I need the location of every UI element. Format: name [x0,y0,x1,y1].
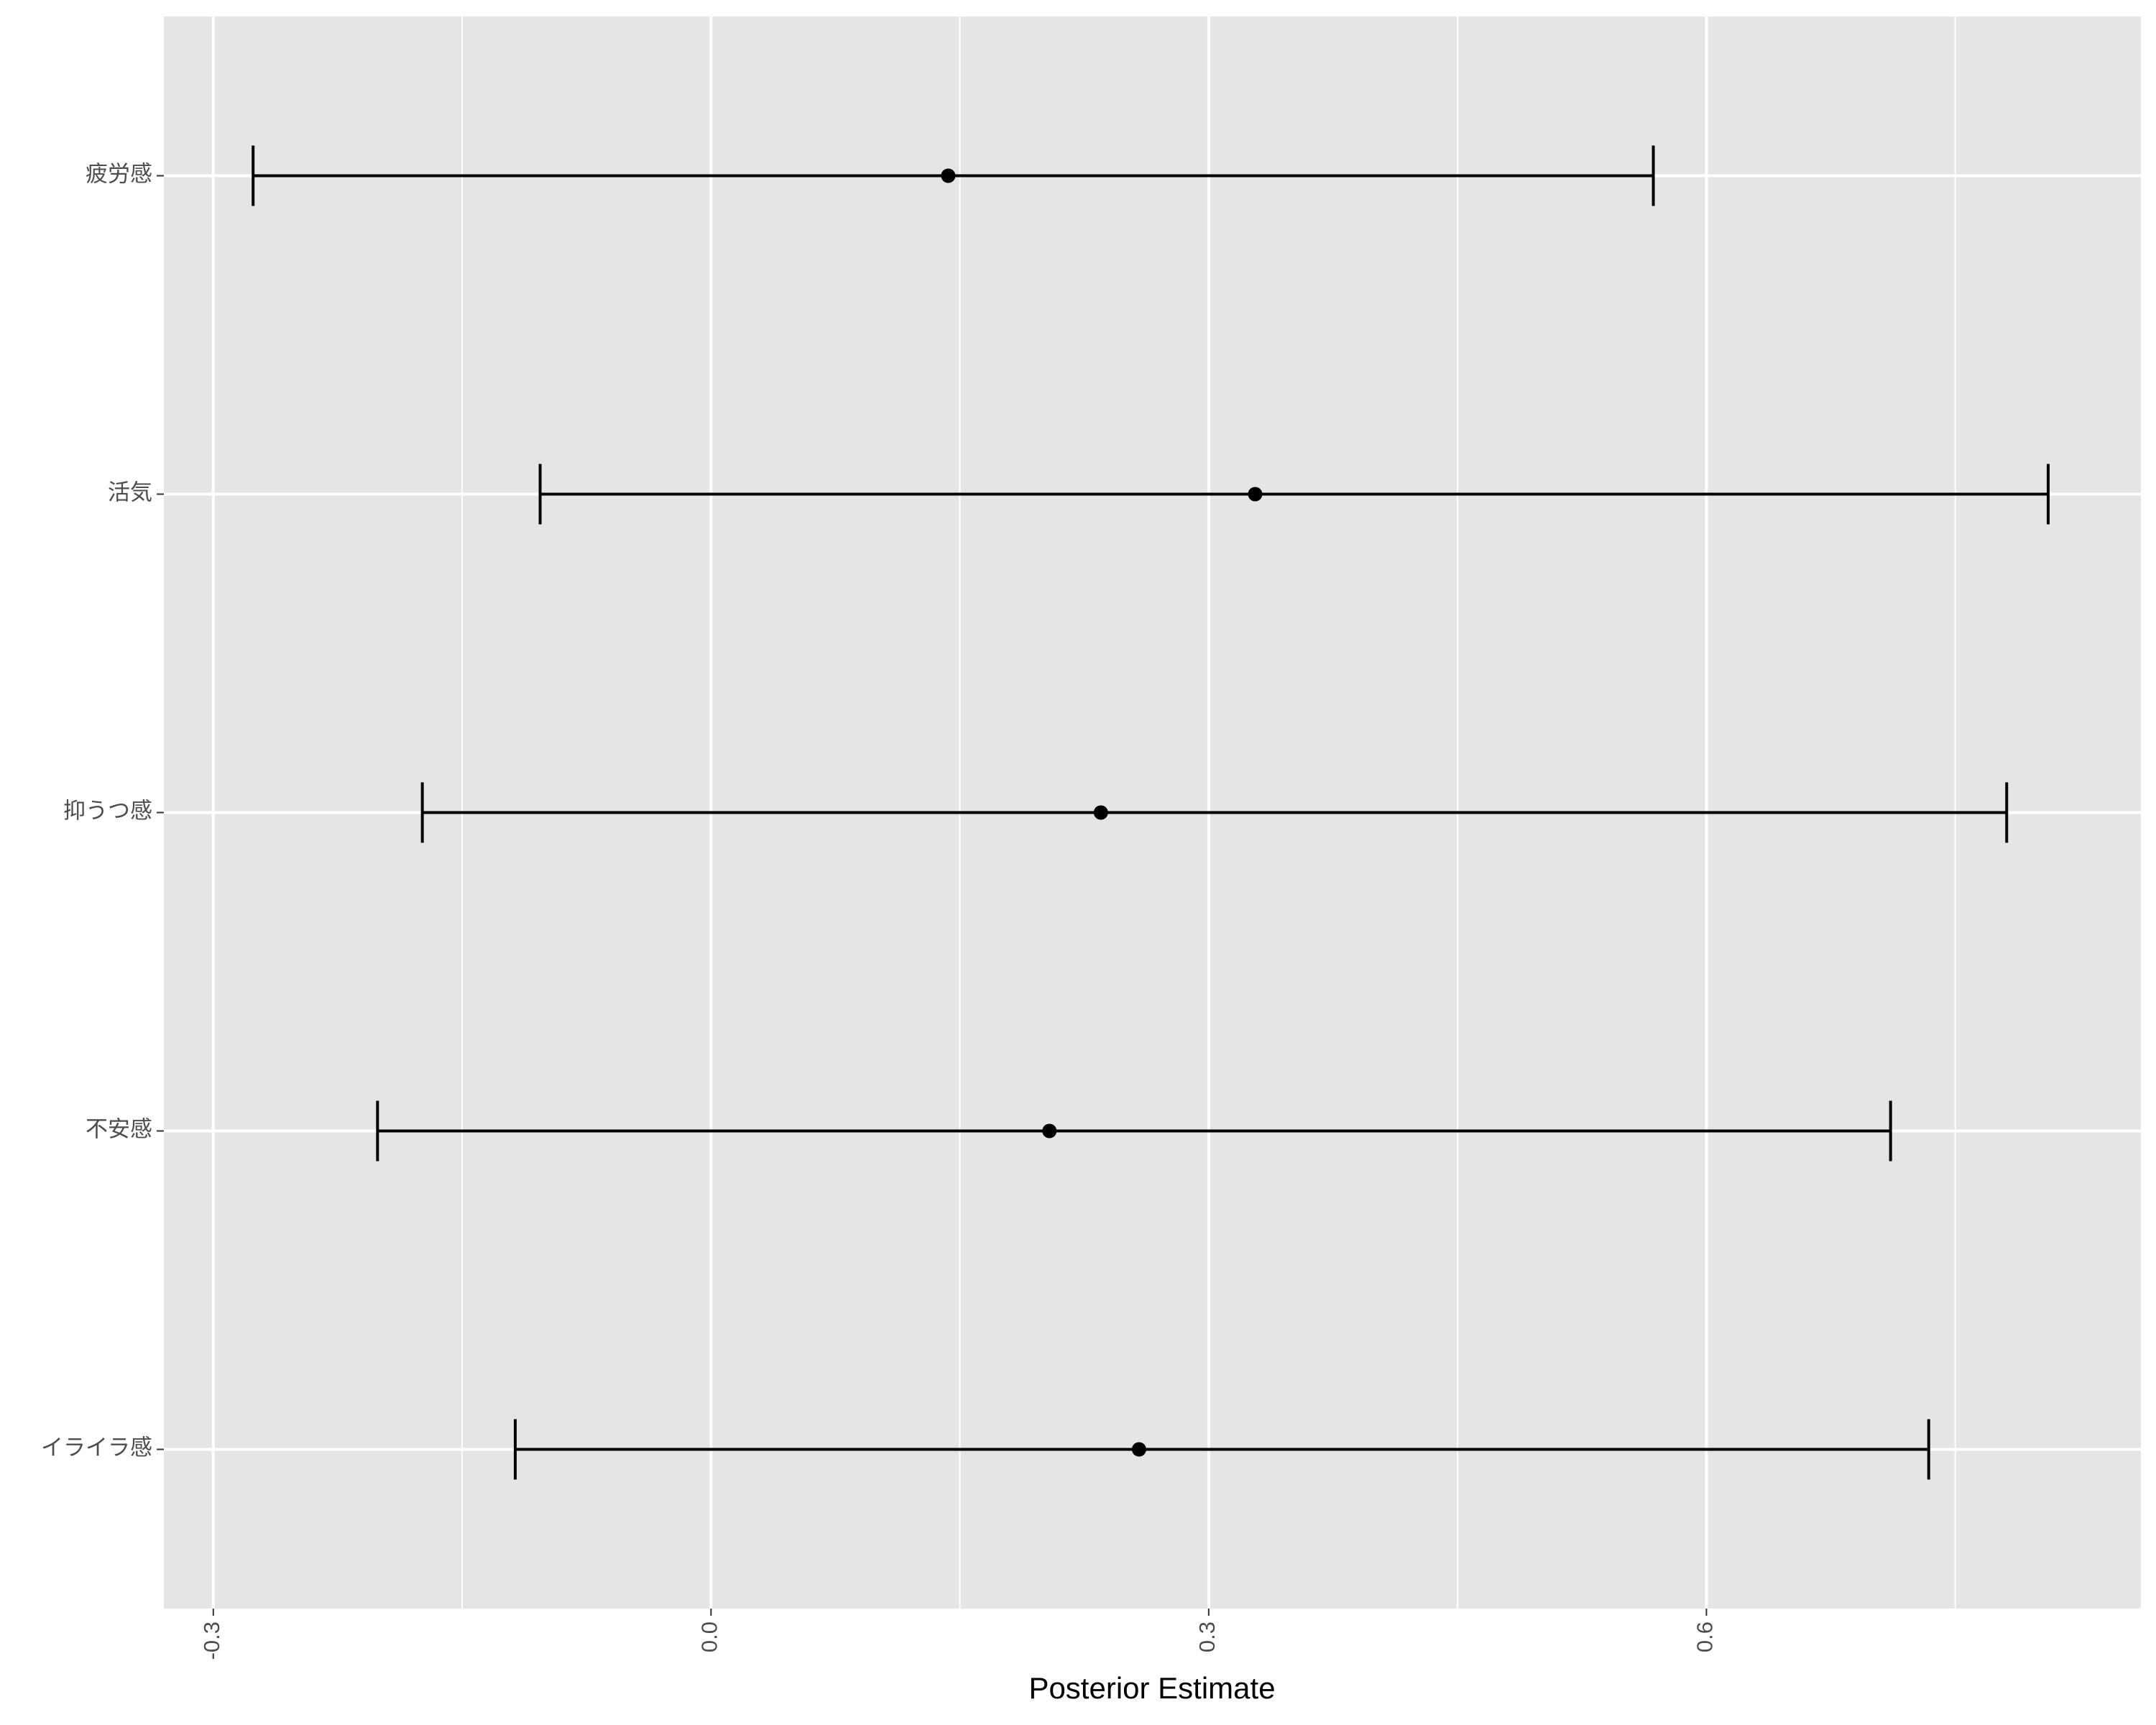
x-tick-label: 0.3 [1194,1622,1220,1652]
point [1042,1123,1057,1138]
y-tick-label: 抑うつ感 [63,799,152,824]
y-tick-label: 不安感 [86,1117,152,1142]
y-tick-label: 疲労感 [86,162,152,187]
x-axis-title: Posterior Estimate [1028,1671,1275,1705]
point [1131,1442,1146,1457]
point [1248,487,1263,502]
x-tick-label: 0.6 [1692,1622,1718,1652]
x-tick-label: -0.3 [199,1622,224,1660]
x-tick-label: 0.0 [697,1622,722,1652]
point [941,168,956,183]
y-tick-label: イライラ感 [41,1435,152,1460]
y-tick-label: 活気 [108,480,152,505]
point [1093,805,1108,820]
